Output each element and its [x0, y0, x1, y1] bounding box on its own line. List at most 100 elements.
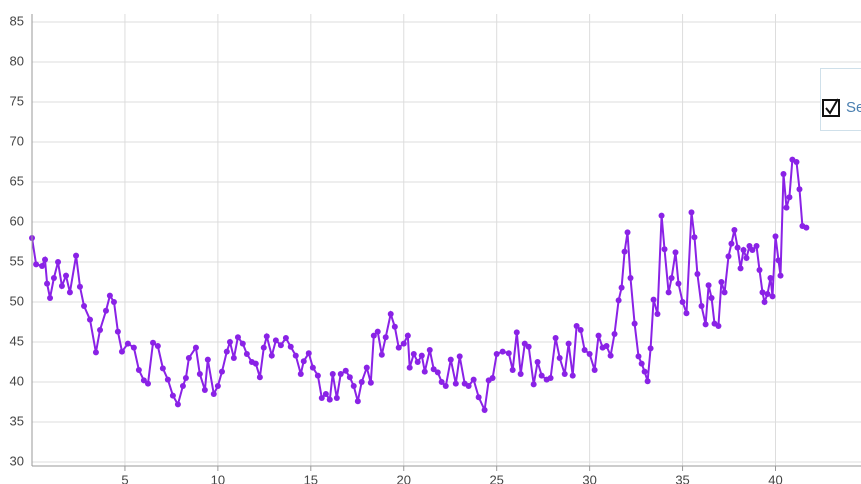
point	[556, 355, 563, 361]
point	[140, 377, 147, 384]
point	[287, 343, 294, 350]
point	[58, 283, 65, 289]
x-tick-label: 15	[304, 472, 318, 484]
point	[538, 372, 545, 379]
point	[297, 371, 304, 377]
point	[489, 375, 496, 381]
point	[263, 333, 270, 340]
point	[708, 295, 715, 301]
point	[130, 344, 137, 351]
y-tick-label: 75	[10, 93, 24, 108]
point	[350, 383, 357, 389]
point	[672, 249, 679, 256]
point	[665, 289, 672, 296]
point	[734, 244, 741, 251]
series-line	[31, 157, 807, 414]
point	[793, 159, 800, 165]
point	[618, 284, 625, 291]
plot	[29, 156, 810, 414]
point	[305, 350, 312, 357]
point	[196, 371, 203, 377]
x-tick-label: 20	[397, 472, 411, 484]
point	[658, 212, 665, 219]
point	[370, 332, 377, 339]
point	[272, 337, 279, 344]
point	[406, 364, 413, 371]
point	[218, 368, 225, 375]
point	[418, 352, 425, 359]
point	[223, 348, 230, 355]
x-tick-label: 25	[489, 472, 503, 484]
point	[33, 261, 40, 268]
point	[318, 395, 325, 401]
point	[300, 358, 307, 365]
point	[691, 234, 698, 241]
point	[329, 371, 336, 377]
y-tick-label: 35	[10, 413, 24, 428]
point	[573, 323, 580, 329]
point	[97, 327, 104, 333]
point	[333, 395, 340, 401]
point	[47, 295, 54, 301]
point	[470, 376, 477, 383]
grid	[32, 14, 861, 466]
point	[627, 275, 634, 281]
point	[569, 372, 576, 379]
point	[775, 257, 782, 264]
point	[769, 293, 776, 300]
point	[796, 186, 803, 193]
point	[404, 332, 411, 339]
y-tick-label: 30	[10, 453, 24, 468]
point	[322, 391, 329, 397]
point	[354, 398, 361, 405]
x-tick-label: 30	[582, 472, 596, 484]
point	[803, 224, 810, 231]
point	[759, 289, 766, 296]
point	[767, 275, 774, 281]
point	[169, 392, 176, 399]
point	[182, 375, 189, 381]
point	[644, 378, 651, 385]
point	[438, 379, 445, 385]
point	[39, 263, 46, 269]
point	[326, 396, 333, 403]
point	[552, 335, 559, 341]
point	[414, 359, 421, 365]
point	[641, 368, 648, 375]
point	[577, 327, 584, 333]
point	[73, 252, 80, 259]
y-tick-label: 85	[10, 13, 24, 28]
y-tick-label: 40	[10, 373, 24, 388]
legend-item[interactable]: Se	[822, 98, 861, 117]
y-tick-label: 55	[10, 253, 24, 268]
legend-check	[825, 98, 839, 115]
point	[230, 355, 237, 361]
point	[434, 369, 441, 376]
point	[452, 380, 459, 387]
point	[260, 344, 267, 351]
point	[780, 171, 787, 177]
point	[586, 351, 593, 357]
point	[81, 303, 88, 309]
point	[144, 380, 151, 387]
point	[740, 247, 747, 253]
point	[581, 347, 588, 353]
point	[44, 280, 51, 287]
point	[761, 299, 768, 305]
point	[42, 256, 49, 263]
point	[698, 303, 705, 309]
point	[786, 194, 793, 201]
point	[179, 383, 186, 389]
point	[718, 279, 725, 285]
point	[268, 352, 275, 359]
point	[76, 283, 83, 290]
point	[363, 364, 370, 371]
point	[164, 376, 171, 383]
point	[603, 343, 610, 349]
legend: Se	[820, 68, 861, 131]
point	[282, 335, 289, 341]
point	[239, 340, 246, 347]
point	[725, 253, 732, 260]
point	[400, 340, 407, 347]
